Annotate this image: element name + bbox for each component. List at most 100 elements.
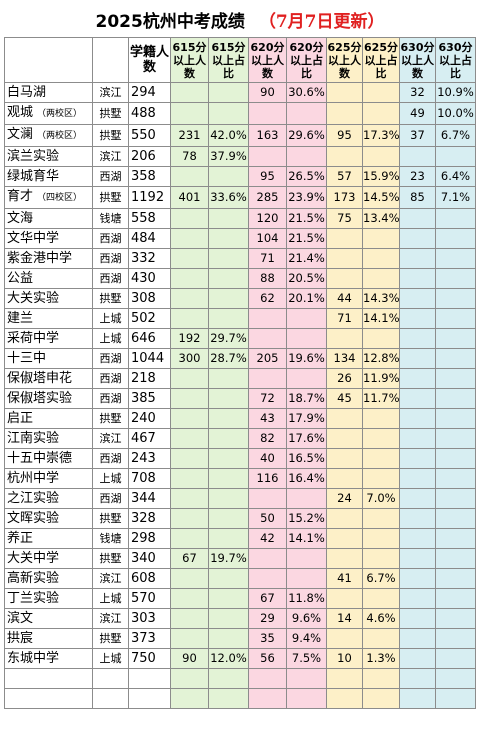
- district-cell: 西湖: [92, 448, 129, 469]
- ratio-615-cell: [208, 268, 249, 289]
- district-cell: 拱墅: [92, 186, 129, 209]
- students-cell: 430: [128, 268, 171, 289]
- empty-cell: [248, 688, 287, 709]
- school-name-cell: 紫金港中学: [4, 248, 93, 269]
- ratio-615-cell: 28.7%: [208, 348, 249, 369]
- ratio-625-cell: 6.7%: [362, 568, 400, 589]
- count-620-cell: 205: [248, 348, 287, 369]
- count-625-cell: [326, 428, 363, 449]
- ratio-625-cell: 11.7%: [362, 388, 400, 409]
- count-630-cell: [399, 288, 436, 309]
- students-cell: 608: [128, 568, 171, 589]
- count-620-cell: 72: [248, 388, 287, 409]
- table-row: 滨兰实验 滨江 206 78 37.9%: [4, 146, 476, 167]
- school-name-cell: 十三中: [4, 348, 93, 369]
- students-cell: 570: [128, 588, 171, 609]
- school-name: 拱宸: [7, 631, 34, 646]
- empty-cell: [128, 688, 171, 709]
- count-615-cell: [170, 166, 209, 187]
- students-cell: 1192: [128, 186, 171, 209]
- count-615-cell: [170, 102, 209, 125]
- ratio-620-cell: [286, 102, 327, 125]
- ratio-620-cell: 15.2%: [286, 508, 327, 529]
- ratio-615-cell: [208, 288, 249, 309]
- school-name-cell: 文澜 （两校区）: [4, 124, 93, 147]
- ratio-625-cell: [362, 248, 400, 269]
- ratio-625-cell: [362, 268, 400, 289]
- school-name-cell: 启正: [4, 408, 93, 429]
- header-615-count: 615分以上人数: [170, 37, 209, 83]
- count-630-cell: [399, 528, 436, 549]
- ratio-630-cell: [435, 548, 476, 569]
- ratio-625-cell: [362, 548, 400, 569]
- ratio-630-cell: [435, 208, 476, 229]
- school-name: 十三中: [7, 351, 47, 366]
- table-row: 保俶塔实验 西湖 385 72 18.7% 45 11.7%: [4, 388, 476, 409]
- ratio-630-cell: [435, 146, 476, 167]
- ratio-620-cell: 9.6%: [286, 608, 327, 629]
- count-615-cell: [170, 448, 209, 469]
- table-row: 文海 钱塘 558 120 21.5% 75 13.4%: [4, 208, 476, 229]
- ratio-620-cell: 20.1%: [286, 288, 327, 309]
- count-625-cell: 71: [326, 308, 363, 329]
- students-cell: 558: [128, 208, 171, 229]
- ratio-615-cell: [208, 228, 249, 249]
- ratio-615-cell: [208, 388, 249, 409]
- count-615-cell: [170, 428, 209, 449]
- school-name-cell: 建兰: [4, 308, 93, 329]
- count-625-cell: [326, 508, 363, 529]
- district-cell: 西湖: [92, 268, 129, 289]
- count-615-cell: [170, 82, 209, 103]
- ratio-630-cell: 10.0%: [435, 102, 476, 125]
- school-name-cell: 保俶塔实验: [4, 388, 93, 409]
- ratio-615-cell: [208, 102, 249, 125]
- school-name: 十五中崇德: [7, 451, 73, 466]
- table-row: 十三中 西湖 1044 300 28.7% 205 19.6% 134 12.8%: [4, 348, 476, 369]
- count-630-cell: [399, 308, 436, 329]
- empty-cell: [362, 668, 400, 689]
- empty-row: [4, 668, 476, 689]
- school-name: 紫金港中学: [7, 251, 73, 266]
- school-name: 文晖实验: [7, 511, 60, 526]
- district-cell: 拱墅: [92, 508, 129, 529]
- district-cell: 拱墅: [92, 102, 129, 125]
- count-615-cell: [170, 308, 209, 329]
- school-name-cell: 滨文: [4, 608, 93, 629]
- students-cell: 484: [128, 228, 171, 249]
- school-name: 保俶塔申花: [7, 371, 73, 386]
- count-630-cell: [399, 388, 436, 409]
- ratio-615-cell: [208, 628, 249, 649]
- count-615-cell: [170, 588, 209, 609]
- count-630-cell: [399, 428, 436, 449]
- school-name-cell: 文华中学: [4, 228, 93, 249]
- students-cell: 240: [128, 408, 171, 429]
- ratio-620-cell: 16.4%: [286, 468, 327, 489]
- empty-cell: [170, 668, 209, 689]
- empty-cell: [128, 668, 171, 689]
- campus-note: （两校区）: [37, 109, 83, 119]
- ratio-620-cell: [286, 568, 327, 589]
- count-620-cell: [248, 488, 287, 509]
- table-row: 文晖实验 拱墅 328 50 15.2%: [4, 508, 476, 529]
- header-district: [92, 37, 129, 83]
- students-cell: 1044: [128, 348, 171, 369]
- ratio-620-cell: 21.4%: [286, 248, 327, 269]
- district-cell: 拱墅: [92, 124, 129, 147]
- count-630-cell: 85: [399, 186, 436, 209]
- score-table: 学籍人数 615分以上人数 615分以上占比 620分以上人数 620分以上占比…: [4, 37, 476, 709]
- count-625-cell: 41: [326, 568, 363, 589]
- ratio-615-cell: [208, 448, 249, 469]
- count-630-cell: [399, 348, 436, 369]
- ratio-615-cell: [208, 308, 249, 329]
- school-name: 采荷中学: [7, 331, 60, 346]
- empty-cell: [4, 688, 93, 709]
- district-cell: 上城: [92, 588, 129, 609]
- students-cell: 502: [128, 308, 171, 329]
- ratio-625-cell: [362, 328, 400, 349]
- empty-cell: [399, 688, 436, 709]
- table-row: 白马湖 滨江 294 90 30.6% 32 10.9%: [4, 82, 476, 103]
- ratio-615-cell: 12.0%: [208, 648, 249, 669]
- ratio-625-cell: 7.0%: [362, 488, 400, 509]
- school-name-cell: 绿城育华: [4, 166, 93, 187]
- empty-cell: [92, 668, 129, 689]
